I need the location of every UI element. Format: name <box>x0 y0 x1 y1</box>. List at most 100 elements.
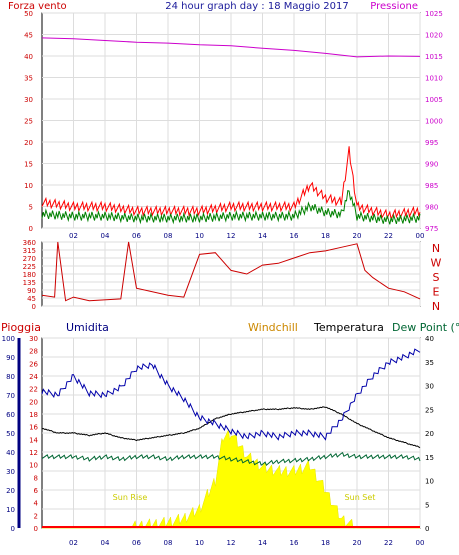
y-tick-direction: 180 <box>23 271 36 279</box>
solar-area <box>42 428 420 529</box>
x-tick: 00 <box>416 539 425 547</box>
humidity-line <box>41 348 421 441</box>
panel1-ticks: 0510152025303540455097598098599099510001… <box>24 10 443 240</box>
y-tick-rain: 24 <box>29 373 38 381</box>
x-tick: 10 <box>195 539 204 547</box>
x-tick: 08 <box>164 539 173 547</box>
y-tick-pressure: 1015 <box>425 53 443 61</box>
x-tick: 22 <box>384 539 393 547</box>
y-tick-direction: 45 <box>27 295 36 303</box>
x-tick: 12 <box>227 232 236 240</box>
y-tick-pressure: 980 <box>425 204 438 212</box>
y-tick-rain: 0 <box>34 525 38 533</box>
y-tick-temp: 30 <box>425 383 434 391</box>
y-tick-rain: 8 <box>34 474 38 482</box>
sunrise-label: Sun Rise <box>113 493 148 502</box>
y-tick-rain: 2 <box>34 512 38 520</box>
y-tick-rain: 10 <box>29 462 38 470</box>
y-tick-humidity: 100 <box>2 335 15 343</box>
y-tick-temp: 5 <box>425 501 429 509</box>
x-tick: 02 <box>69 539 78 547</box>
panel2-grid <box>42 241 421 307</box>
x-tick: 02 <box>69 232 78 240</box>
compass-label: N <box>432 300 440 313</box>
legend-dewpoint: Dew Point (°C <box>392 321 459 334</box>
wind-gust-line <box>41 146 421 221</box>
y-tick-humidity: 10 <box>6 506 15 514</box>
x-tick: 16 <box>290 539 299 547</box>
y-tick-pressure: 990 <box>425 161 438 169</box>
panel3-ticks: 0102030405060708090100024681012141618202… <box>2 335 434 547</box>
x-tick: 08 <box>164 232 173 240</box>
x-tick: 22 <box>384 232 393 240</box>
x-tick: 04 <box>101 539 110 547</box>
direction-line <box>41 241 421 302</box>
compass-label: E <box>433 286 440 299</box>
y-tick-pressure: 1025 <box>425 10 443 18</box>
x-tick: 18 <box>321 539 330 547</box>
x-tick: 18 <box>321 232 330 240</box>
y-tick-pressure: 975 <box>425 225 438 233</box>
y-tick-wind: 35 <box>24 75 33 83</box>
y-tick-direction: 135 <box>23 279 36 287</box>
y-tick-direction: 270 <box>23 255 36 263</box>
y-tick-pressure: 995 <box>425 139 438 147</box>
wind-series <box>41 146 421 225</box>
legend-humidity: Umidita <box>66 321 109 334</box>
temperature-line <box>41 406 421 449</box>
y-tick-temp: 15 <box>425 454 434 462</box>
x-tick: 20 <box>353 232 362 240</box>
compass-label: S <box>433 271 440 284</box>
y-tick-humidity: 60 <box>6 411 15 419</box>
y-tick-wind: 45 <box>24 32 33 40</box>
y-tick-rain: 12 <box>29 449 38 457</box>
y-tick-rain: 30 <box>29 335 38 343</box>
x-tick: 14 <box>258 539 267 547</box>
y-tick-wind: 40 <box>24 53 33 61</box>
wind-label: Forza vento <box>8 1 67 12</box>
sunset-label: Sun Set <box>345 493 376 502</box>
y-tick-humidity: 20 <box>6 487 15 495</box>
y-tick-direction: 90 <box>27 287 36 295</box>
x-tick: 20 <box>353 539 362 547</box>
dewpoint-line <box>41 451 421 467</box>
y-tick-temp: 20 <box>425 430 434 438</box>
y-tick-wind: 20 <box>24 139 33 147</box>
y-tick-rain: 28 <box>29 348 38 356</box>
y-tick-wind: 0 <box>29 225 33 233</box>
x-tick: 14 <box>258 232 267 240</box>
y-tick-humidity: 80 <box>6 373 15 381</box>
y-tick-rain: 26 <box>29 360 38 368</box>
y-tick-wind: 15 <box>24 161 33 169</box>
y-tick-pressure: 1010 <box>425 75 443 83</box>
y-tick-wind: 30 <box>24 96 33 104</box>
x-tick: 06 <box>132 539 141 547</box>
y-tick-humidity: 30 <box>6 468 15 476</box>
legend-windchill: Windchill <box>248 321 298 334</box>
wind-avg-line <box>41 189 421 225</box>
y-tick-direction: 360 <box>23 239 36 247</box>
y-tick-temp: 40 <box>425 335 434 343</box>
y-tick-pressure: 1005 <box>425 96 443 104</box>
x-tick: 12 <box>227 539 236 547</box>
y-tick-rain: 22 <box>29 386 38 394</box>
y-tick-rain: 18 <box>29 411 38 419</box>
pressure-line <box>41 37 421 58</box>
y-tick-rain: 20 <box>29 398 38 406</box>
y-tick-direction: 225 <box>23 263 36 271</box>
y-tick-wind: 25 <box>24 118 33 126</box>
y-tick-temp: 35 <box>425 359 434 367</box>
y-tick-humidity: 50 <box>6 430 15 438</box>
x-tick: 04 <box>101 232 110 240</box>
x-tick: 06 <box>132 232 141 240</box>
y-tick-rain: 4 <box>34 500 39 508</box>
y-tick-wind: 5 <box>29 204 33 212</box>
panel1-grid <box>42 12 421 229</box>
y-tick-rain: 6 <box>34 487 39 495</box>
y-tick-rain: 16 <box>29 424 38 432</box>
y-tick-humidity: 0 <box>11 525 15 533</box>
y-tick-rain: 14 <box>29 436 38 444</box>
y-tick-temp: 25 <box>425 406 434 414</box>
